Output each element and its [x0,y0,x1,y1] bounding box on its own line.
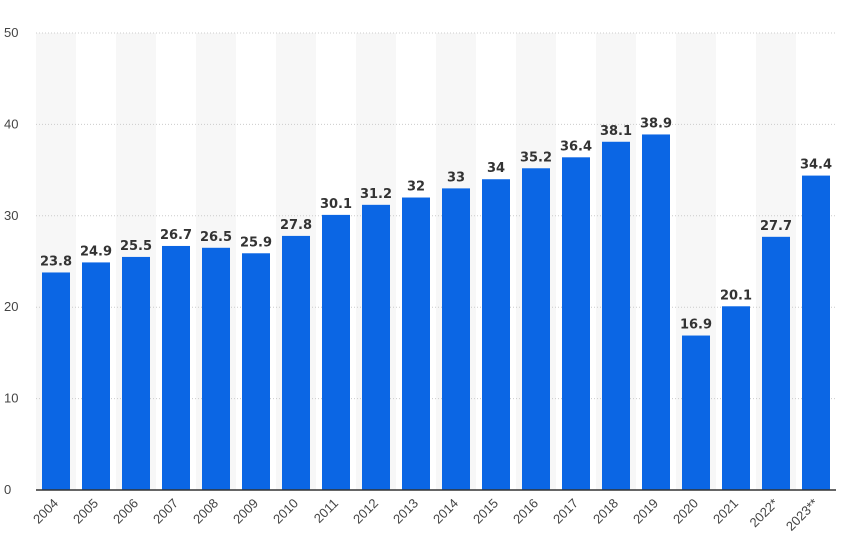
data-label: 20.1 [720,288,752,303]
bar [482,179,510,491]
bar [202,247,230,490]
data-label: 27.7 [760,219,792,234]
x-tick-label: 2006 [110,496,141,527]
y-tick-label: 30 [4,208,18,223]
x-tick-label: 2012 [350,496,381,527]
x-tick-label: 2023** [783,496,821,534]
bar [562,157,590,490]
x-tick-label: 2013 [390,496,421,527]
data-label: 16.9 [680,318,712,333]
y-axis-ticks: 0 10 20 30 40 50 [4,25,18,497]
data-label: 23.8 [40,254,72,269]
data-label: 38.9 [640,116,672,131]
x-tick-label: 2015 [470,496,501,527]
x-axis-ticks: 2004 2005 2006 2007 2008 2009 2010 2011 2012 2013… [30,496,821,534]
x-tick-label: 2008 [190,496,221,527]
data-label: 32 [407,180,425,195]
x-tick-label: 2021 [710,496,741,527]
data-label: 27.8 [280,218,312,233]
bar [42,272,70,490]
data-label: 36.4 [560,139,592,154]
bar [602,141,630,491]
data-label: 35.2 [520,150,552,165]
bar [762,236,790,490]
x-tick-label: 2014 [430,496,461,527]
data-label: 26.7 [160,228,192,243]
data-label: 24.9 [80,244,112,259]
x-tick-label: 2011 [311,496,341,526]
bar [362,204,390,490]
y-tick-label: 50 [4,25,18,40]
x-tick-label: 2007 [150,496,181,527]
data-label: 31.2 [360,187,392,202]
bar [282,235,310,490]
bar [722,306,750,490]
bar [802,175,830,491]
bar [242,253,270,490]
bar [322,214,350,491]
bar [82,262,110,490]
data-label: 25.5 [120,239,152,254]
x-tick-label: 2022* [746,496,781,531]
x-tick-label: 2004 [30,496,61,527]
x-tick-label: 2018 [590,496,621,527]
x-tick-label: 2009 [230,496,261,527]
bar [402,197,430,490]
bar [522,168,550,490]
bar [682,335,710,490]
data-label: 34.4 [800,158,832,173]
bars [42,134,830,491]
data-labels: 23.8 24.9 25.5 26.7 26.5 25.9 27.8 30.1 31.2 32 33… [40,116,832,332]
bar [122,256,150,490]
data-label: 34 [487,161,505,176]
y-tick-label: 40 [4,116,18,131]
x-tick-label: 2017 [550,496,581,527]
bar [162,245,190,490]
y-tick-label: 0 [4,482,11,497]
data-label: 26.5 [200,230,232,245]
x-tick-label: 2019 [630,496,661,527]
data-label: 38.1 [600,124,632,139]
y-tick-label: 10 [4,391,18,406]
data-label: 25.9 [240,235,272,250]
y-tick-label: 20 [4,299,18,314]
bar [442,188,470,490]
x-tick-label: 2020 [670,496,701,527]
data-label: 33 [447,170,465,185]
x-tick-label: 2016 [510,496,541,527]
data-label: 30.1 [320,197,352,212]
x-tick-label: 2005 [70,496,101,527]
bar [642,134,670,491]
x-tick-label: 2010 [270,496,301,527]
